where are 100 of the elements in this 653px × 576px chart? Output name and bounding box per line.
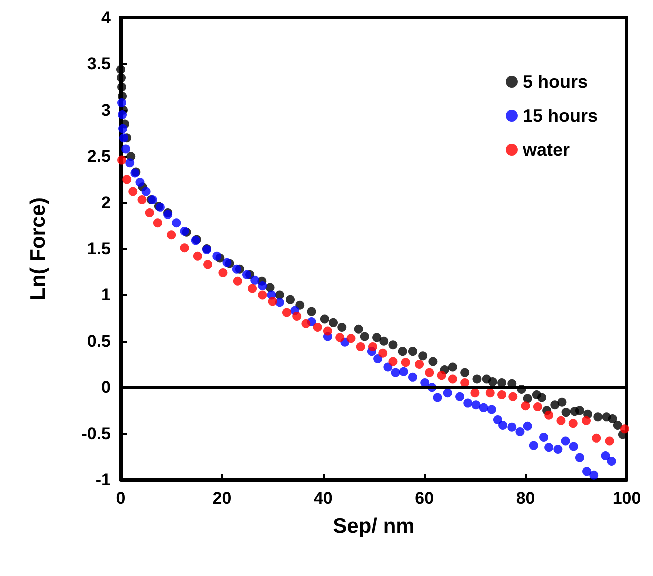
point	[569, 442, 578, 452]
point	[521, 402, 530, 411]
point	[498, 390, 507, 400]
point	[242, 270, 252, 280]
point	[556, 416, 566, 426]
point	[582, 467, 592, 476]
point	[590, 470, 599, 480]
point	[268, 297, 278, 306]
point	[282, 308, 292, 318]
point	[136, 178, 145, 187]
point	[575, 453, 584, 462]
point	[378, 348, 388, 358]
x-tick-label: 60	[415, 489, 434, 508]
y-tick-label: 0.5	[87, 332, 111, 351]
point	[138, 196, 147, 205]
y-tick-label: 1	[102, 286, 111, 305]
x-tick-label: 20	[212, 489, 232, 508]
point	[486, 388, 495, 398]
point	[533, 402, 542, 412]
point	[145, 208, 154, 218]
point	[118, 98, 127, 108]
point	[592, 434, 602, 443]
point	[302, 319, 311, 328]
y-tick-label: 0	[102, 378, 111, 398]
y-tick-label: 2	[102, 193, 111, 212]
point	[248, 284, 258, 294]
point	[554, 445, 563, 454]
point	[172, 218, 182, 228]
legend-label: 15 hours	[522, 106, 598, 126]
point	[399, 367, 408, 376]
point	[118, 156, 127, 165]
point	[540, 433, 549, 442]
x-tick-label: 80	[516, 489, 536, 508]
point	[582, 416, 592, 426]
point	[601, 451, 610, 460]
point	[472, 400, 481, 410]
point	[122, 144, 131, 154]
point	[448, 374, 458, 384]
y-tick-label: 3	[102, 100, 111, 120]
x-tick-label: 0	[116, 489, 126, 508]
point	[388, 357, 398, 366]
point	[529, 441, 538, 450]
point	[233, 276, 242, 286]
y-tick-label: 3.5	[87, 54, 111, 74]
legend-label: 5 hours	[522, 72, 588, 92]
point	[415, 360, 424, 369]
point	[391, 368, 400, 378]
point	[126, 158, 135, 168]
x-axis-title: Sep/ nm	[333, 515, 415, 538]
point	[167, 230, 176, 240]
y-tick-label: 2.5	[87, 147, 111, 166]
point	[323, 326, 332, 336]
y-tick-label: 1.5	[87, 240, 111, 258]
point	[374, 354, 383, 364]
point	[258, 290, 268, 300]
point	[120, 134, 129, 143]
point	[346, 334, 356, 344]
y-tick-label: -0.5	[82, 424, 111, 444]
point	[508, 422, 517, 432]
point	[425, 368, 434, 378]
point	[180, 244, 190, 253]
point	[508, 392, 518, 402]
point	[470, 388, 480, 398]
point	[384, 362, 393, 372]
point	[232, 264, 242, 274]
x-tick-label: 40	[314, 489, 333, 508]
point	[433, 393, 442, 402]
point	[437, 371, 446, 380]
point	[456, 392, 465, 402]
point	[368, 342, 378, 352]
point	[193, 252, 202, 261]
y-axis-title: Ln( Force)	[27, 198, 50, 300]
point	[443, 388, 452, 398]
point	[487, 405, 496, 414]
point	[493, 415, 502, 424]
point	[544, 443, 554, 452]
point	[218, 268, 228, 278]
point	[620, 424, 630, 434]
point	[561, 436, 570, 446]
point	[479, 403, 488, 412]
legend-label: water	[522, 140, 570, 160]
point	[313, 323, 322, 332]
point	[336, 333, 345, 342]
point	[516, 427, 525, 436]
point	[212, 252, 222, 261]
y-tick-label: -1	[96, 470, 111, 490]
point	[153, 218, 162, 228]
point	[401, 358, 410, 368]
x-tick-label: 100	[612, 489, 642, 508]
point	[356, 342, 366, 352]
point	[222, 258, 232, 268]
point	[605, 436, 614, 446]
point	[568, 419, 578, 428]
point	[128, 187, 138, 196]
point	[142, 187, 151, 196]
point	[204, 260, 213, 270]
point	[250, 276, 260, 285]
point	[607, 457, 616, 466]
point	[498, 420, 508, 430]
point	[464, 398, 473, 408]
